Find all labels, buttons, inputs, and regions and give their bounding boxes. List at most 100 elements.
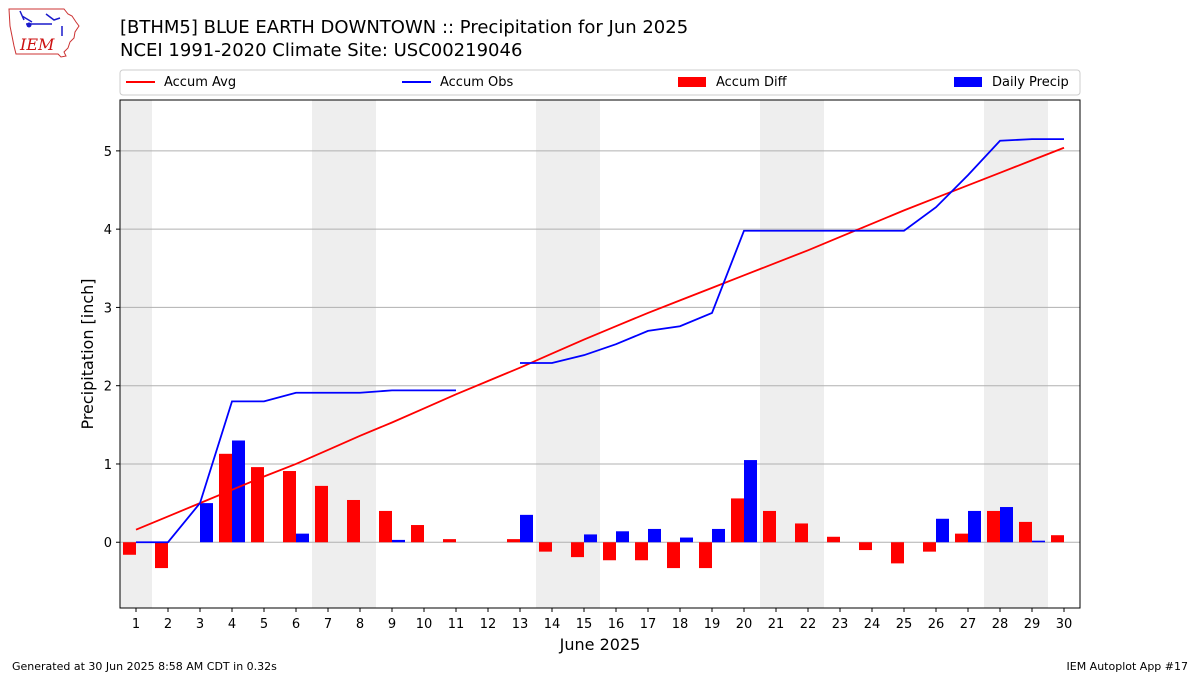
- accum-diff-bar: [507, 539, 520, 543]
- daily-precip-bar: [680, 537, 693, 543]
- legend-label: Accum Obs: [440, 75, 513, 90]
- daily-precip-bar: [296, 533, 309, 543]
- x-tick-label: 15: [576, 617, 593, 632]
- daily-precip-bar: [936, 518, 949, 543]
- x-tick-label: 13: [512, 617, 529, 632]
- x-tick-label: 19: [704, 617, 721, 632]
- accum-diff-bar: [763, 510, 776, 543]
- weather-station-icon: [19, 10, 63, 36]
- chart-subtitle: NCEI 1991-2020 Climate Site: USC00219046: [120, 40, 523, 61]
- daily-precip-bar: [616, 531, 629, 543]
- iowa-outline-icon: [8, 8, 80, 58]
- accum-diff-bar: [571, 542, 584, 558]
- accum-diff-bar: [347, 499, 360, 543]
- accum-diff-bar: [699, 542, 712, 569]
- legend-bar-swatch: [678, 77, 706, 87]
- footer-generated: Generated at 30 Jun 2025 8:58 AM CDT in …: [12, 660, 277, 673]
- legend-bar-swatch: [954, 77, 982, 87]
- weekend-band: [120, 100, 152, 608]
- x-axis-label: June 2025: [559, 635, 641, 654]
- daily-precip-bar: [200, 503, 213, 543]
- daily-precip-bar: [968, 510, 981, 543]
- daily-precip-bar: [1000, 507, 1013, 543]
- accum-diff-bar: [411, 525, 424, 543]
- legend-label: Accum Avg: [164, 75, 236, 90]
- chart-title: [BTHM5] BLUE EARTH DOWNTOWN :: Precipita…: [120, 17, 689, 38]
- accum-diff-bar: [123, 542, 136, 555]
- y-tick-label: 4: [104, 223, 112, 238]
- x-tick-label: 11: [448, 617, 465, 632]
- x-tick-label: 20: [736, 617, 753, 632]
- plot-frame: [119, 99, 1081, 609]
- station-dot-icon: [26, 22, 32, 28]
- accum-diff-bar: [539, 542, 552, 552]
- footer-app: IEM Autoplot App #17: [1066, 660, 1189, 673]
- accum-diff-bar: [955, 533, 968, 543]
- accum-diff-bar: [219, 453, 232, 543]
- x-tick-label: 5: [260, 617, 268, 632]
- accum-diff-bar: [1051, 535, 1064, 543]
- y-tick-label: 2: [104, 380, 112, 395]
- x-tick-label: 21: [768, 617, 785, 632]
- x-tick-label: 26: [928, 617, 945, 632]
- x-tick-label: 25: [896, 617, 913, 632]
- x-tick-label: 27: [960, 617, 977, 632]
- x-tick-label: 12: [480, 617, 497, 632]
- accum-diff-bar: [859, 542, 872, 551]
- accum-diff-bar: [251, 467, 264, 543]
- y-tick-label: 1: [104, 458, 112, 473]
- legend-box: [119, 69, 1081, 96]
- accum-obs-line: [520, 138, 1064, 364]
- x-tick-label: 14: [544, 617, 561, 632]
- accum-avg-line: [135, 146, 1065, 531]
- x-tick-label: 28: [992, 617, 1009, 632]
- accum-diff-bar: [315, 485, 328, 543]
- accum-diff-bar: [891, 542, 904, 564]
- x-tick-label: 8: [356, 617, 364, 632]
- x-tick-label: 2: [164, 617, 172, 632]
- x-tick-label: 7: [324, 617, 332, 632]
- daily-precip-bar: [744, 460, 757, 543]
- daily-precip-bar: [712, 528, 725, 543]
- daily-precip-bar: [232, 440, 245, 543]
- daily-precip-bar: [584, 534, 597, 543]
- accum-diff-bar: [443, 539, 456, 543]
- x-tick-label: 22: [800, 617, 817, 632]
- accum-diff-bar: [1019, 521, 1032, 543]
- x-tick-label: 4: [228, 617, 236, 632]
- x-tick-label: 23: [832, 617, 849, 632]
- x-tick-label: 16: [608, 617, 625, 632]
- accum-diff-bar: [635, 542, 648, 561]
- x-tick-label: 18: [672, 617, 689, 632]
- y-axis-label: Precipitation [inch]: [78, 278, 97, 429]
- x-tick-label: 1: [132, 617, 140, 632]
- accum-diff-bar: [155, 542, 168, 569]
- daily-precip-bar: [1032, 540, 1045, 543]
- x-tick-label: 17: [640, 617, 657, 632]
- accum-diff-bar: [795, 523, 808, 543]
- x-tick-label: 24: [864, 617, 881, 632]
- iem-logo: IEM: [8, 8, 80, 58]
- y-tick-label: 0: [104, 536, 112, 551]
- x-tick-label: 10: [416, 617, 433, 632]
- x-tick-label: 3: [196, 617, 204, 632]
- accum-diff-bar: [987, 510, 1000, 543]
- legend-label: Accum Diff: [716, 75, 788, 90]
- accum-diff-bar: [283, 471, 296, 543]
- accum-diff-bar: [667, 542, 680, 569]
- accum-diff-bar: [731, 498, 744, 543]
- logo-text: IEM: [19, 35, 55, 54]
- daily-precip-bar: [648, 528, 661, 543]
- daily-precip-bar: [520, 514, 533, 543]
- x-tick-label: 6: [292, 617, 300, 632]
- accum-diff-bar: [923, 542, 936, 552]
- x-tick-label: 9: [388, 617, 396, 632]
- y-tick-label: 5: [104, 145, 112, 160]
- accum-diff-bar: [379, 510, 392, 543]
- accum-diff-bar: [603, 542, 616, 561]
- accum-diff-bar: [827, 536, 840, 543]
- x-tick-label: 30: [1056, 617, 1073, 632]
- y-tick-label: 3: [104, 301, 112, 316]
- accum-obs-line: [136, 389, 456, 544]
